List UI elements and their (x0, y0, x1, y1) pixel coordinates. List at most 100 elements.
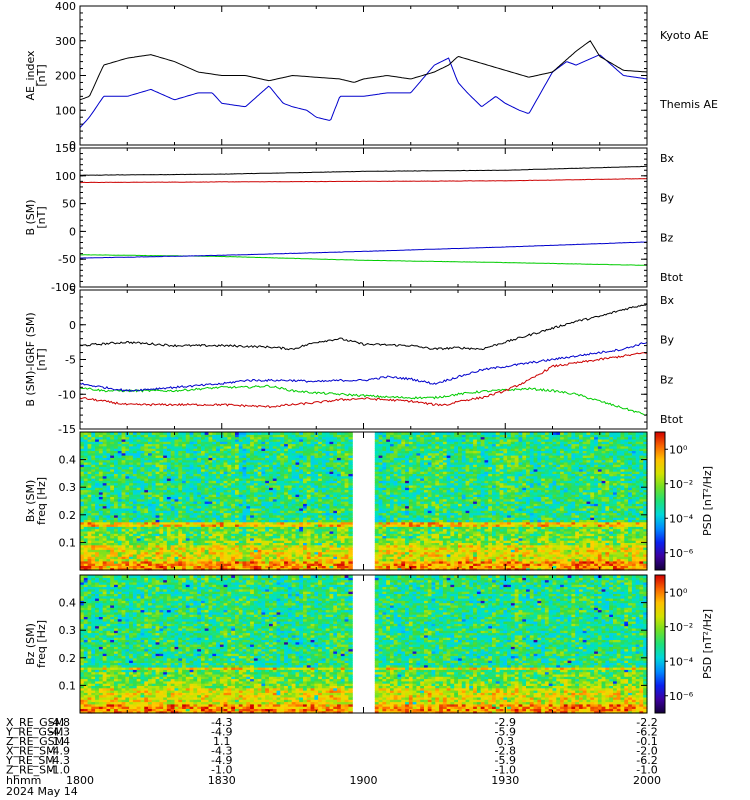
spectrogram-cell (201, 530, 206, 534)
spectrogram-cell (121, 521, 126, 525)
spectrogram-cell (340, 517, 346, 520)
spectrogram-cell (208, 438, 213, 442)
spectrogram-cell (201, 452, 206, 456)
spectrogram-cell (189, 443, 194, 447)
spectrogram-cell (238, 558, 244, 562)
spectrogram-cell (314, 533, 319, 537)
spectrogram-cell (344, 491, 349, 495)
spectrogram-cell (280, 468, 285, 472)
spectrogram-cell (287, 434, 293, 438)
spectrogram-cell (102, 436, 108, 440)
spectrogram-cell (386, 551, 391, 555)
spectrogram-cell (340, 478, 346, 481)
spectrogram-cell (182, 544, 187, 548)
spectrogram-cell (121, 450, 126, 454)
spectrogram-cell (204, 553, 210, 557)
spectrogram-cell (321, 505, 327, 509)
spectrogram-cell (102, 473, 108, 477)
spectrogram-cell (83, 526, 89, 530)
spectrogram-cell (197, 524, 202, 527)
spectrogram-cell (344, 514, 349, 518)
spectrogram-cell (185, 530, 191, 534)
spectrogram-cell (246, 443, 251, 447)
spectrogram-cell (238, 434, 244, 438)
spectrogram-cell (148, 498, 153, 502)
spectrogram-cell (374, 482, 380, 486)
spectrogram-cell (182, 556, 187, 560)
spectrogram-cell (151, 507, 157, 511)
spectrogram-cell (114, 473, 119, 477)
spectrogram-cell (140, 455, 145, 458)
spectrogram-cell (257, 484, 263, 488)
spectrogram-cell (197, 457, 202, 461)
spectrogram-cell (310, 521, 315, 525)
spectrogram-cell (329, 455, 334, 458)
spectrogram-cell (261, 542, 266, 546)
spectrogram-cell (318, 567, 323, 571)
spectrogram-cell (310, 567, 315, 571)
spectrogram-cell (174, 471, 179, 474)
spectrogram-cell (201, 455, 206, 458)
spectrogram-cell (174, 524, 179, 527)
spectrogram-cell (136, 553, 142, 557)
spectrogram-cell (276, 537, 281, 541)
spectrogram-cell (106, 507, 111, 511)
spectrogram-cell (178, 514, 183, 518)
spectrogram-cell (125, 512, 130, 516)
spectrogram-cell (132, 526, 138, 530)
spectrogram-cell (204, 501, 210, 504)
spectrogram-cell (306, 519, 312, 523)
spectrogram-cell (269, 457, 274, 461)
spectrogram-cell (333, 484, 338, 488)
spectrogram-cell (87, 551, 92, 555)
spectrogram-cell (284, 507, 289, 511)
spectrogram-cell (148, 514, 153, 518)
spectrogram-cell (125, 436, 130, 440)
spectrogram-cell (321, 549, 327, 553)
spectrogram-cell (201, 473, 206, 477)
spectrogram-cell (337, 507, 342, 511)
spectrogram-cell (197, 441, 202, 445)
spectrogram-cell (231, 503, 236, 507)
spectrogram-cell (163, 459, 168, 463)
spectrogram-cell (242, 473, 247, 477)
spectrogram-cell (95, 438, 100, 442)
spectrogram-cell (178, 505, 183, 509)
spectrogram-cell (140, 487, 145, 491)
spectrogram-cell (314, 565, 319, 569)
spectrogram-cell (235, 432, 240, 435)
spectrogram-cell (174, 482, 179, 486)
spectrogram-cell (91, 563, 96, 566)
spectrogram-cell (216, 535, 221, 539)
spectrogram-cell (295, 475, 300, 479)
spectrogram-cell (250, 455, 255, 458)
spectrogram-cell (333, 524, 338, 527)
spectrogram-cell (140, 503, 145, 507)
spectrogram-cell (299, 455, 304, 458)
spectrogram-cell (151, 489, 157, 493)
spectrogram-cell (321, 436, 327, 440)
spectrogram-cell (212, 528, 217, 532)
spectrogram-cell (185, 540, 191, 543)
spectrogram-cell (238, 489, 244, 493)
spectrogram-cell (269, 475, 274, 479)
spectrogram-cell (287, 478, 293, 481)
spectrogram-cell (155, 517, 160, 520)
spectrogram-cell (98, 567, 104, 571)
spectrogram-cell (216, 517, 221, 520)
spectrogram-cell (129, 489, 134, 493)
spectrogram-cell (227, 441, 232, 445)
spectrogram-cell (250, 510, 255, 514)
y-axis-label: [nT] (35, 64, 48, 86)
spectrogram-cell (325, 524, 331, 527)
spectrogram-cell (189, 505, 194, 509)
spectrogram-cell (201, 496, 206, 500)
spectrogram-cell (272, 524, 278, 527)
spectrogram-cell (148, 503, 153, 507)
spectrogram-cell (201, 544, 206, 548)
spectrogram-cell (348, 556, 353, 560)
spectrogram-cell (265, 434, 270, 438)
spectrogram-cell (329, 535, 334, 539)
spectrogram-cell (318, 512, 323, 516)
spectrogram-cell (348, 517, 353, 520)
